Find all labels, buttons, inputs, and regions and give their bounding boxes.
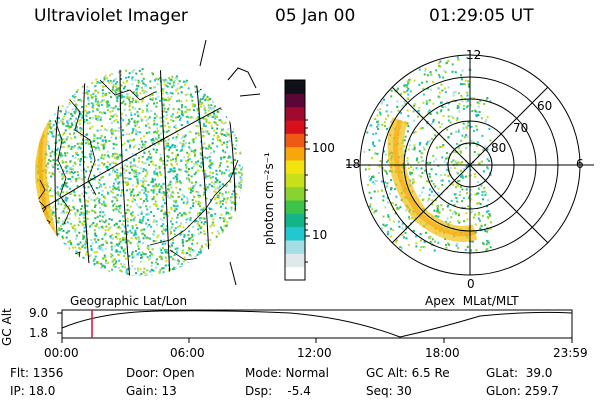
colorbar [284,79,310,281]
colorbar-segment [285,133,305,148]
time-label: 01:29:05 UT [429,6,534,26]
door-status: Door: Open [126,366,195,380]
gc-altitude: GC Alt: 6.5 Re [366,366,450,380]
colorbar-segment [285,266,305,281]
mlt-label-18: 18 [345,157,361,171]
colorbar-segment [285,253,305,268]
apex-caption: Apex MLat/MLT [425,294,519,308]
mlt-label-6: 6 [576,157,584,171]
polar-grid [346,54,594,276]
colorbar-segment [285,186,305,201]
mlat-label-80: 80 [491,141,507,155]
ip-value: IP: 18.0 [10,384,56,398]
mlt-label-12: 12 [466,48,482,62]
geographic-latitude: GLat: 39.0 [486,366,553,380]
altitude-ytick-1-8: 1.8 [29,326,49,340]
colorbar-segment [285,120,305,134]
colorbar-segment [285,160,305,174]
altitude-curve [61,310,573,338]
altitude-plot [57,309,573,343]
dsp-value: Dsp: -5.4 [245,384,311,398]
mode-status: Mode: Normal [245,366,329,380]
instrument-title: Ultraviolet Imager [34,6,188,26]
mlat-label-60: 60 [537,99,553,113]
colorbar-segment [285,93,305,108]
colorbar-segment [285,200,305,214]
mlat-label-70: 70 [513,121,529,135]
time-tick-1200: 12:00 [297,346,332,360]
colorbar-segment [285,106,305,121]
altitude-ylabel: GC Alt [0,308,14,346]
colorbar-unit-label: photon cm⁻²s⁻¹ [262,152,276,245]
colorbar-segment [285,226,305,241]
polar-mlt-plot [346,54,594,276]
colorbar-segment [285,213,305,228]
gain-value: Gain: 13 [126,384,177,398]
geographic-globe-image [35,68,243,276]
sequence-number: Seq: 30 [366,384,412,398]
colorbar-segment [285,146,305,161]
map-frame-lines [199,39,261,286]
colorbar-segment [285,240,305,254]
time-tick-1800: 18:00 [425,346,460,360]
colorbar-tick-10: 10 [312,228,328,242]
colorbar-segment [285,173,305,188]
geographic-caption: Geographic Lat/Lon [70,294,188,308]
mlt-label-0: 0 [467,277,475,291]
flight-number: Flt: 1356 [10,366,64,380]
colorbar-segment [285,80,305,94]
time-tick-2359: 23:59 [553,346,588,360]
time-tick-0600: 06:00 [170,346,205,360]
geographic-longitude: GLon: 259.7 [486,384,559,398]
colorbar-tick-100: 100 [312,141,335,155]
time-tick-0000: 00:00 [44,346,79,360]
altitude-ytick-9: 9.0 [29,306,49,320]
date-label: 05 Jan 00 [275,6,356,26]
